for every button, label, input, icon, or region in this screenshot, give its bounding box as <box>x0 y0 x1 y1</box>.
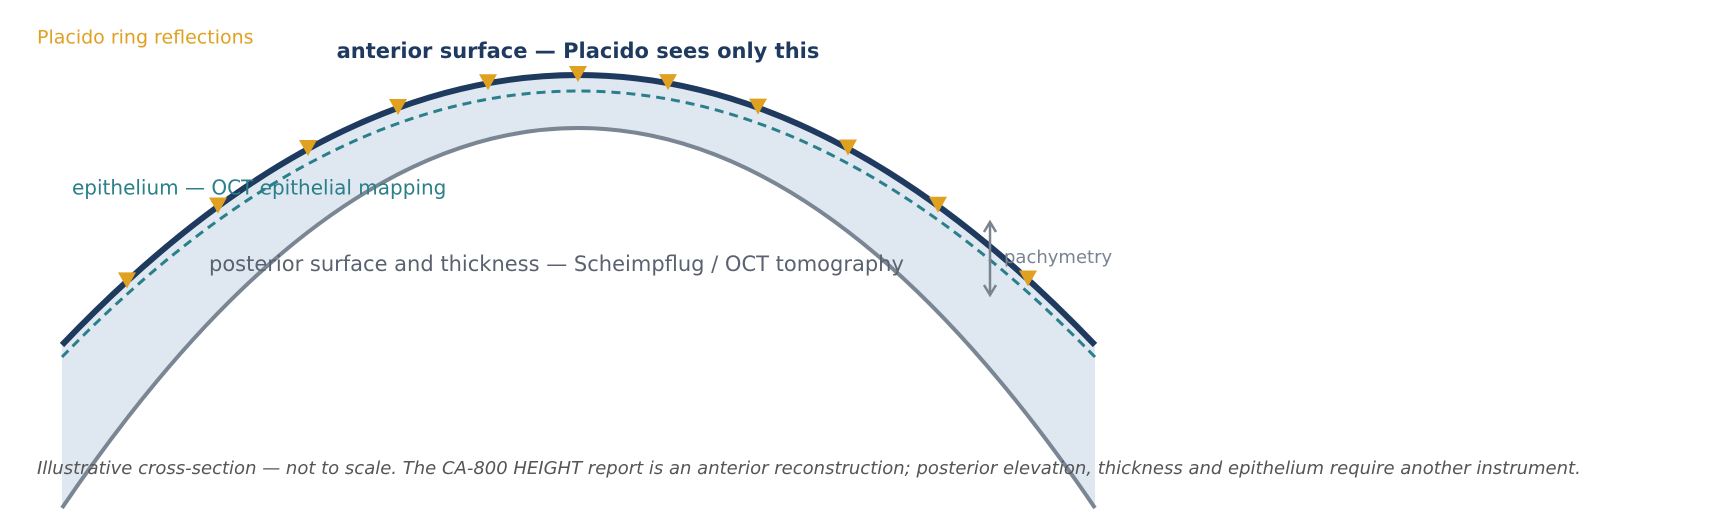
placido-markers <box>118 66 1037 289</box>
placido-marker <box>929 196 947 213</box>
cornea-body <box>62 75 1095 508</box>
placido-marker <box>659 74 677 91</box>
anterior-label: anterior surface — Placido sees only thi… <box>337 39 820 63</box>
placido-marker <box>209 197 227 214</box>
posterior-surface <box>60 126 1097 510</box>
placido-marker <box>569 66 587 83</box>
placido-marker <box>118 272 136 289</box>
placido-marker <box>1019 270 1037 287</box>
placido-label: Placido ring reflections <box>37 27 254 49</box>
placido-marker <box>749 98 767 115</box>
epithelium-label: epithelium — OCT epithelial mapping <box>72 176 446 200</box>
posterior-label: posterior surface and thickness — Scheim… <box>209 252 904 276</box>
placido-marker <box>299 140 317 157</box>
pachymetry-label: pachymetry <box>1004 247 1112 268</box>
placido-marker <box>479 74 497 91</box>
caption: Illustrative cross-section — not to scal… <box>37 458 1581 479</box>
placido-marker <box>389 98 407 115</box>
pachymetry-arrow <box>982 219 998 298</box>
placido-marker <box>839 139 857 156</box>
